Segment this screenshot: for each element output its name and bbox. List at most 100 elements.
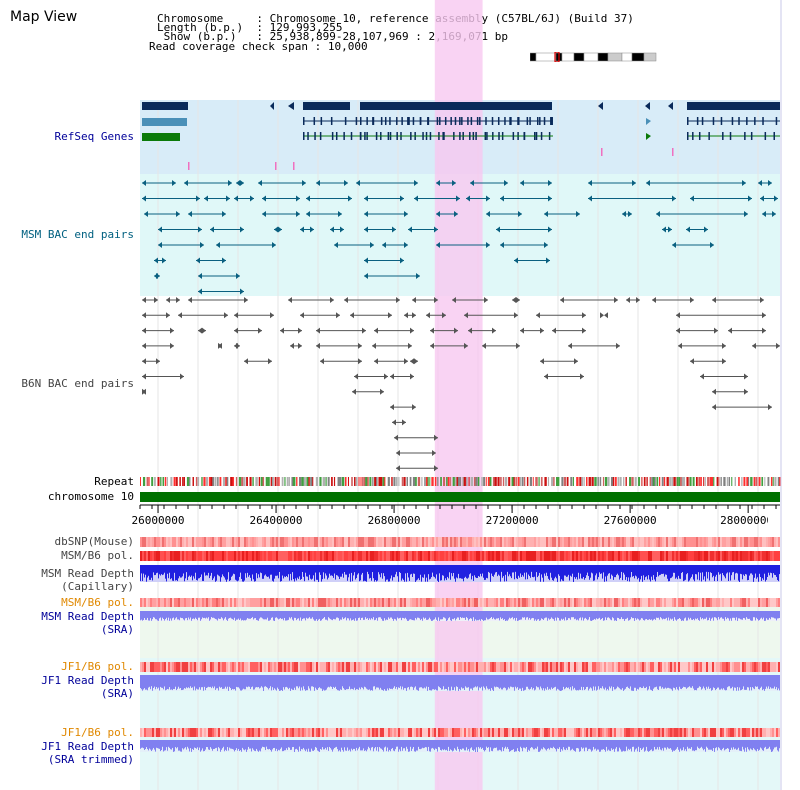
- gene-block: [142, 118, 187, 126]
- heat-cell: [302, 598, 304, 607]
- heat-cell: [144, 537, 146, 547]
- heat-cell: [612, 728, 614, 737]
- pair-end: [142, 388, 146, 395]
- depth-bar: [373, 675, 374, 687]
- depth-bar: [556, 611, 557, 621]
- heat-cell: [300, 598, 302, 607]
- pair-end: [380, 388, 384, 395]
- depth-bar: [352, 740, 353, 751]
- depth-bar: [747, 611, 748, 619]
- depth-bar: [513, 611, 514, 620]
- heat-cell: [666, 551, 668, 561]
- repeat-mark: [544, 477, 547, 486]
- depth-bar: [197, 675, 198, 690]
- depth-bar: [218, 740, 219, 748]
- pair-end: [452, 180, 456, 186]
- depth-bar: [302, 565, 303, 572]
- depth-bar: [142, 611, 143, 621]
- depth-bar: [694, 565, 695, 582]
- depth-bar: [428, 611, 429, 620]
- depth-bar: [564, 675, 565, 690]
- pair-end: [744, 373, 748, 380]
- exon: [407, 117, 409, 125]
- heat-cell: [232, 537, 234, 547]
- depth-bar: [198, 675, 199, 690]
- depth-bar: [660, 675, 661, 687]
- depth-bar: [724, 675, 725, 690]
- heat-cell: [486, 662, 488, 672]
- depth-bar: [440, 565, 441, 581]
- depth-bar: [627, 565, 628, 582]
- heat-cell: [628, 598, 630, 607]
- heat-cell: [476, 662, 478, 672]
- depth-bar: [260, 611, 261, 618]
- depth-bar: [412, 675, 413, 688]
- heat-cell: [714, 598, 716, 607]
- heat-cell: [152, 662, 154, 672]
- heat-cell: [176, 537, 178, 547]
- depth-bar: [236, 565, 237, 581]
- heat-cell: [680, 551, 682, 561]
- depth-bar: [664, 740, 665, 748]
- repeat-mark: [651, 477, 654, 486]
- depth-bar: [626, 740, 627, 747]
- heat-cell: [734, 598, 736, 607]
- depth-bar: [621, 565, 622, 572]
- depth-bar: [475, 565, 476, 578]
- depth-bar: [467, 565, 468, 579]
- depth-bar: [540, 675, 541, 687]
- exon: [523, 132, 525, 140]
- depth-bar: [557, 740, 558, 749]
- heat-cell: [584, 728, 586, 737]
- heat-cell: [670, 662, 672, 672]
- heat-cell: [712, 551, 714, 561]
- depth-bar: [733, 565, 734, 572]
- depth-bar: [430, 611, 431, 620]
- heat-cell: [256, 551, 258, 561]
- depth-bar: [326, 611, 327, 620]
- depth-bar: [670, 675, 671, 689]
- depth-bar: [645, 611, 646, 620]
- heat-cell: [300, 662, 302, 672]
- depth-bar: [658, 740, 659, 750]
- heat-cell: [272, 662, 274, 672]
- depth-bar: [374, 565, 375, 582]
- depth-bar: [435, 565, 436, 579]
- heat-cell: [508, 728, 510, 737]
- depth-bar: [254, 565, 255, 582]
- heat-cell: [718, 728, 720, 737]
- heat-cell: [436, 537, 438, 547]
- depth-bar: [501, 565, 502, 572]
- depth-bar: [147, 740, 148, 750]
- repeat-mark: [508, 477, 511, 486]
- repeat-mark: [734, 477, 736, 486]
- depth-bar: [623, 675, 624, 691]
- heat-cell: [358, 537, 360, 547]
- depth-bar: [712, 740, 713, 752]
- chromosome-ideogram-icon[interactable]: [530, 52, 658, 62]
- depth-bar: [396, 565, 397, 572]
- heat-cell: [354, 537, 356, 547]
- depth-bar: [538, 565, 539, 576]
- depth-bar: [371, 565, 372, 581]
- depth-bar: [385, 611, 386, 621]
- depth-bar: [603, 740, 604, 750]
- depth-bar: [519, 675, 520, 689]
- depth-bar: [320, 675, 321, 689]
- depth-bar: [153, 675, 154, 688]
- heat-cell: [510, 662, 512, 672]
- heat-cell: [374, 662, 376, 672]
- heat-cell: [426, 537, 428, 547]
- pair-end: [574, 358, 578, 365]
- heat-cell: [524, 662, 526, 672]
- depth-bar: [207, 675, 208, 688]
- depth-bar: [196, 740, 197, 749]
- depth-bar: [709, 611, 710, 618]
- pair-end: [344, 180, 348, 186]
- heat-cell: [418, 551, 420, 561]
- heat-cell: [306, 662, 308, 672]
- heat-cell: [730, 551, 732, 561]
- depth-bar: [624, 565, 625, 575]
- depth-bar: [642, 740, 643, 749]
